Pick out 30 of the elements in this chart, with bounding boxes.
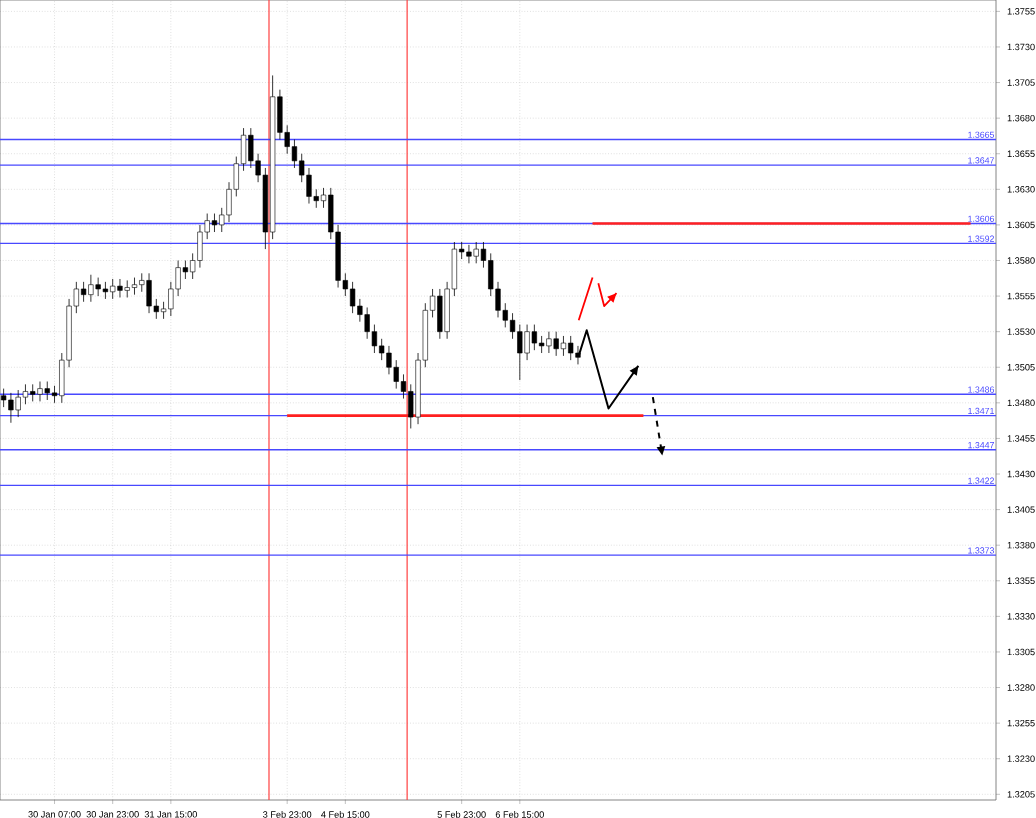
candlestick (560, 335, 567, 357)
candlestick (88, 274, 94, 303)
candlestick (386, 345, 392, 375)
candlestick (553, 331, 559, 357)
candlestick (44, 381, 50, 401)
candlestick (364, 307, 370, 340)
candlestick (30, 383, 36, 402)
candlestick (517, 324, 523, 381)
candlestick (349, 281, 356, 314)
candlestick (95, 277, 101, 297)
candlestick (110, 278, 116, 300)
candlestick (197, 224, 203, 269)
candlestick (124, 280, 130, 298)
candlestick (466, 244, 472, 264)
candlestick (37, 381, 43, 402)
candlestick (473, 241, 479, 264)
candlestick (211, 213, 218, 233)
candlestick (437, 288, 443, 340)
candlestick (117, 278, 123, 298)
candlestick (15, 389, 21, 418)
candlestick (131, 277, 138, 296)
candlestick (80, 281, 87, 303)
candlestick (568, 335, 574, 361)
candlestick (102, 281, 109, 300)
candlestick (546, 331, 552, 354)
candlestick (146, 272, 152, 314)
candlestick (531, 324, 537, 351)
candlestick (524, 324, 530, 361)
candlestick (8, 392, 14, 424)
candlestick (306, 167, 312, 204)
